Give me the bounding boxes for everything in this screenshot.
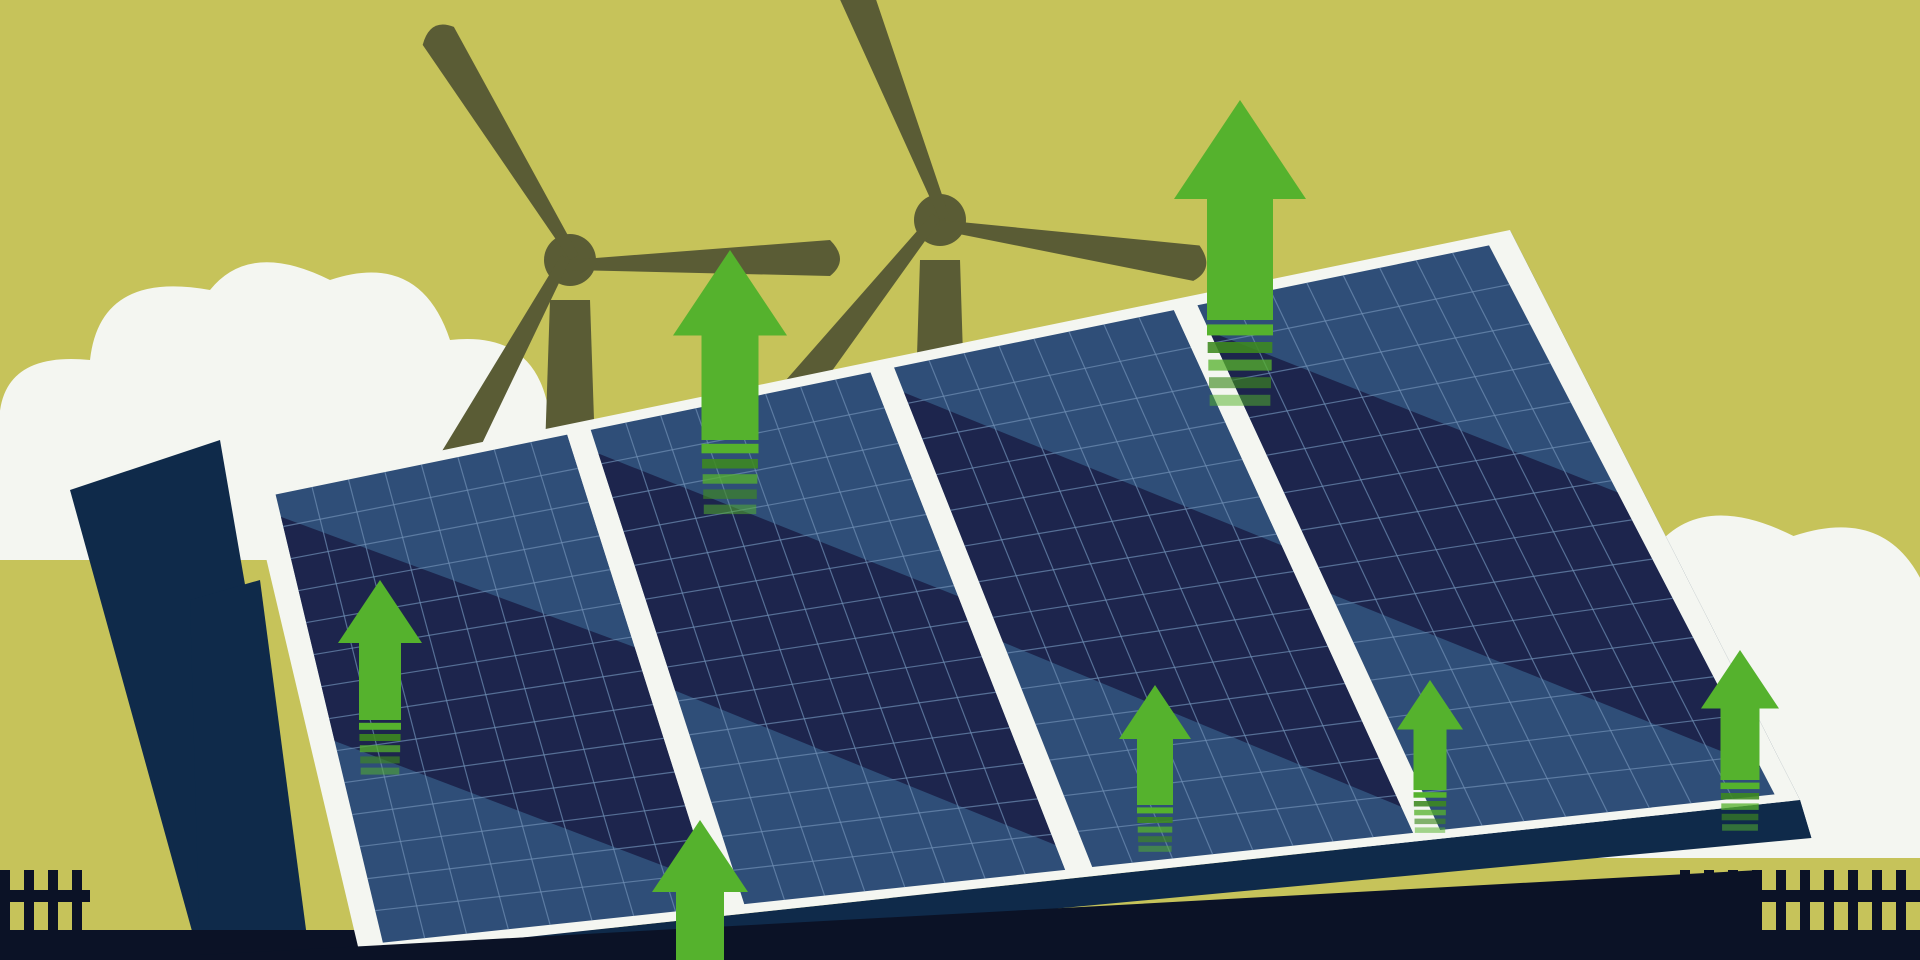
renewable-energy-infographic <box>0 0 1920 960</box>
